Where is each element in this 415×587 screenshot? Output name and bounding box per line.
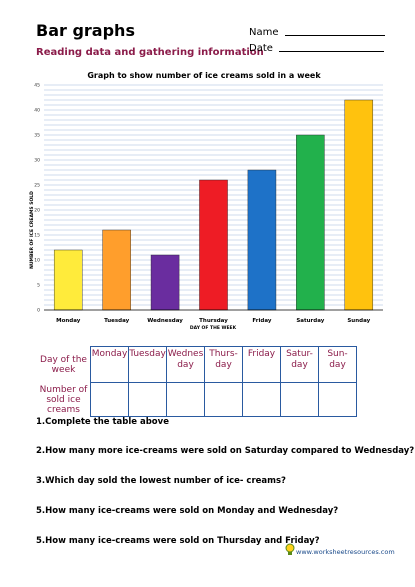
name-field[interactable]: Name [249,27,385,38]
y-tick-label: 15 [34,233,40,239]
question-1: 1.Complete the table above [36,417,169,427]
table-answer-cell[interactable] [280,382,319,417]
page-title: Bar graphs [36,21,135,40]
table-day-cell: Friday [242,346,281,383]
table-day-cell: Monday [90,346,129,383]
table-day-cell: Tuesday [128,346,167,383]
chart-bars [53,99,374,311]
name-label: Name [249,27,279,38]
table-day-cell: Satur- day [280,346,319,383]
x-axis-label: DAY OF THE WEEK [190,325,237,331]
table-answer-cell[interactable] [242,382,281,417]
table-answer-cell[interactable] [90,382,129,417]
footer-brand: www.worksheetresources.com [296,548,395,556]
bar-wednesday [150,254,180,311]
x-tick-label: Friday [252,318,271,324]
table-day-cell: Sun- day [318,346,357,383]
table-answer-cell[interactable] [166,382,205,417]
table-day-cell: Wednes day [166,346,205,383]
y-axis-label: NUMBER OF ICE CREAMS SOLD [29,191,35,269]
y-tick-labels: 0 5 10 15 20 25 30 35 40 45 [34,83,40,314]
y-tick-label: 0 [37,308,40,314]
y-tick-label: 20 [34,208,40,214]
row-label-count: Number of sold ice creams [39,384,88,415]
y-tick-label: 10 [34,258,40,264]
y-tick-label: 30 [34,158,40,164]
table-answer-cell[interactable] [204,382,243,417]
y-tick-label: 40 [34,108,40,114]
lightbulb-icon [285,543,295,555]
bar-tuesday [102,229,131,311]
row-label-day: Day of the week [40,354,87,375]
question-2: 2.How many more ice-creams were sold on … [36,446,415,456]
x-tick-label: Sunday [347,318,370,324]
table-answer-cell[interactable] [318,382,357,417]
name-line[interactable] [284,35,385,36]
bar-monday [53,249,83,311]
y-tick-label: 45 [34,83,40,89]
x-tick-labels: Monday Tuesday Wednesday Thursday Friday Satu… [56,318,371,324]
date-line[interactable] [278,51,384,52]
x-tick-label: Tuesday [104,318,130,324]
question-3: 3.Which day sold the lowest number of ic… [36,476,286,486]
data-table: Day of the week Monday Tuesday Wednes da… [37,346,357,417]
bar-saturday [296,134,325,311]
date-field[interactable]: Date [249,43,384,54]
y-tick-label: 25 [34,183,40,189]
bar-thursday [199,179,228,311]
y-tick-label: 5 [37,283,40,289]
question-5: 5.How many ice-creams were sold on Thurs… [36,536,320,546]
date-label: Date [249,43,273,54]
y-tick-label: 35 [34,133,40,139]
bar-friday [247,169,277,311]
question-4: 5.How many ice-creams were sold on Monda… [36,506,339,516]
table-day-cell: Thurs- day [204,346,243,383]
page-subtitle: Reading data and gathering information [36,47,264,58]
x-tick-label: Monday [56,318,81,324]
x-tick-label: Saturday [296,318,324,324]
bar-chart: Graph to show number of ice creams sold … [29,71,383,331]
table-answer-cell[interactable] [128,382,167,417]
x-tick-label: Wednesday [147,318,183,324]
bar-sunday [344,99,374,311]
chart-title: Graph to show number of ice creams sold … [87,71,321,80]
x-tick-label: Thursday [199,318,228,324]
